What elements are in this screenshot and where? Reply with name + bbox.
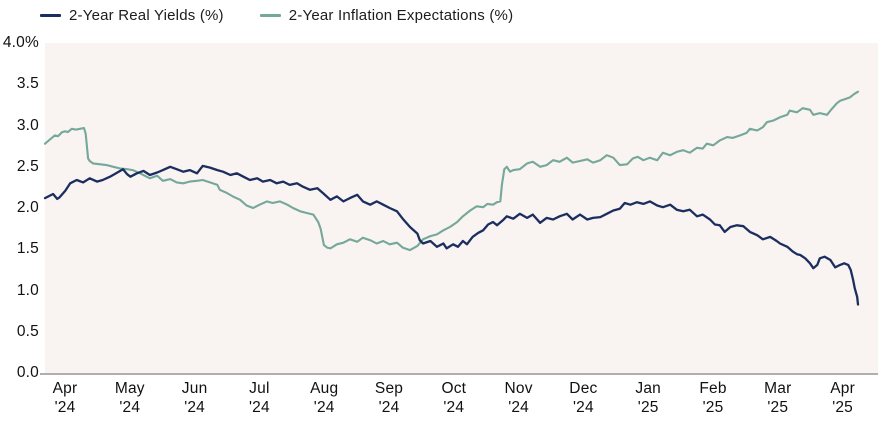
x-axis-label: Aug '24 bbox=[284, 379, 364, 417]
x-tick-month: Oct bbox=[441, 380, 467, 397]
x-tick-year: '24 bbox=[572, 399, 594, 416]
x-axis-label: Apr '25 bbox=[803, 379, 883, 417]
x-tick-month: Mar bbox=[764, 380, 792, 397]
plot-area bbox=[45, 43, 878, 374]
y-axis-label: 1.0 bbox=[16, 281, 39, 299]
x-tick-month: May bbox=[114, 380, 145, 397]
y-axis-label: 3.0 bbox=[16, 116, 39, 134]
legend-label-real-yields: 2-Year Real Yields (%) bbox=[69, 7, 224, 24]
x-tick-month: Jun bbox=[181, 380, 208, 397]
y-axis-label: 1.5 bbox=[16, 240, 39, 258]
x-tick-year: '25 bbox=[832, 399, 853, 416]
legend-label-inflation-expectations: 2-Year Inflation Expectations (%) bbox=[288, 7, 514, 24]
inflation-expectations-line bbox=[43, 90, 860, 252]
chart-legend: 2-Year Real Yields (%) 2-Year Inflation … bbox=[40, 7, 513, 24]
x-tick-year: '24 bbox=[313, 399, 335, 416]
x-axis-label: Nov '24 bbox=[479, 379, 559, 417]
legend-item-inflation-expectations: 2-Year Inflation Expectations (%) bbox=[259, 7, 514, 24]
x-tick-year: '24 bbox=[119, 399, 141, 416]
x-tick-year: '24 bbox=[54, 399, 76, 416]
x-tick-month: Sep bbox=[374, 380, 404, 397]
x-axis-label: Dec '24 bbox=[543, 379, 623, 417]
x-axis-label: Jun '24 bbox=[155, 379, 235, 417]
x-tick-year: '24 bbox=[378, 399, 400, 416]
x-tick-month: Jul bbox=[249, 380, 270, 397]
x-tick-year: '24 bbox=[508, 399, 529, 416]
x-axis-label: Jan '25 bbox=[608, 379, 688, 417]
x-tick-month: Feb bbox=[699, 380, 727, 397]
y-axis-label: 2.5 bbox=[16, 157, 39, 175]
x-axis-label: Mar '25 bbox=[738, 379, 818, 417]
x-axis-label: Apr '24 bbox=[25, 379, 105, 417]
x-axis-label: Sep '24 bbox=[349, 379, 429, 417]
x-tick-month: Nov bbox=[504, 380, 533, 397]
x-tick-month: Apr bbox=[830, 380, 855, 397]
x-tick-month: Aug bbox=[310, 380, 339, 397]
legend-item-real-yields: 2-Year Real Yields (%) bbox=[40, 7, 224, 24]
x-tick-year: '24 bbox=[184, 399, 205, 416]
x-tick-month: Dec bbox=[569, 380, 598, 397]
x-axis-line bbox=[40, 373, 878, 375]
x-tick-year: '24 bbox=[248, 399, 270, 416]
real-yields-line-swatch bbox=[40, 14, 61, 17]
x-axis-label: May '24 bbox=[90, 379, 170, 417]
x-axis-label: Jul '24 bbox=[219, 379, 299, 417]
x-axis-label: Oct '24 bbox=[414, 379, 494, 417]
y-axis-label: 3.5 bbox=[16, 75, 39, 93]
x-axis-label: Feb '25 bbox=[673, 379, 753, 417]
real-yields-line bbox=[43, 164, 860, 306]
y-axis-label: 4.0% bbox=[2, 34, 39, 51]
y-axis-label: 0.0 bbox=[16, 364, 39, 381]
y-axis-label: 2.0 bbox=[16, 199, 39, 216]
x-tick-month: Apr bbox=[52, 380, 78, 397]
x-tick-year: '25 bbox=[702, 399, 724, 416]
y-axis-label: 0.5 bbox=[16, 322, 39, 340]
inflation-expectations-line-swatch bbox=[259, 14, 281, 17]
x-tick-year: '24 bbox=[443, 399, 465, 416]
x-tick-year: '25 bbox=[767, 399, 789, 416]
x-tick-year: '25 bbox=[637, 399, 659, 416]
x-tick-month: Jan bbox=[635, 380, 661, 397]
